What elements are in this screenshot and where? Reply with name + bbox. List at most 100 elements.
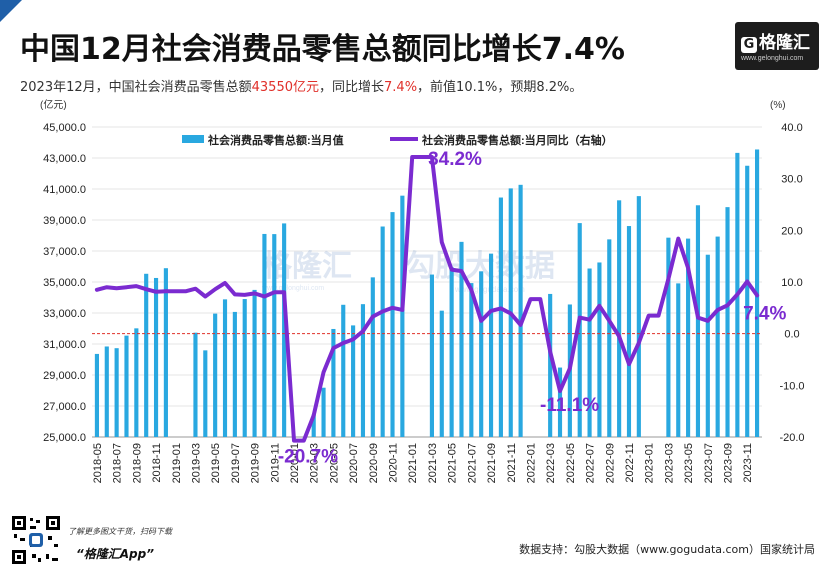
x-tick-label: 2018-09 <box>131 443 143 483</box>
bar <box>134 328 139 437</box>
bar <box>144 273 149 437</box>
x-tick-label: 2019-11 <box>269 443 281 483</box>
left-tick-label: 25,000.0 <box>43 432 86 444</box>
brand-g-icon: G <box>741 37 757 53</box>
corner-accent <box>0 0 22 22</box>
left-axis-unit: (亿元) <box>40 98 67 111</box>
subtitle-highlight-rate: 7.4% <box>384 80 418 95</box>
bar <box>449 267 454 437</box>
bar <box>222 299 228 437</box>
legend: 社会消费品零售总额:当月值 社会消费品零售总额:当月同比（右轴） <box>182 133 613 147</box>
bar <box>548 293 553 437</box>
right-tick-label: 20.0 <box>781 225 802 237</box>
bar <box>311 414 316 437</box>
brand-logo[interactable]: G 格隆汇 www.gelonghui.com <box>735 22 819 70</box>
page-title: 中国12月社会消费品零售总额同比增长7.4% <box>20 32 625 67</box>
x-tick-label: 2023-05 <box>683 443 695 483</box>
bar <box>272 234 277 437</box>
x-tick-label: 2023-03 <box>663 443 675 483</box>
x-tick-label: 2023-11 <box>742 443 754 483</box>
left-tick-label: 31,000.0 <box>43 339 86 351</box>
left-tick-label: 35,000.0 <box>43 277 86 289</box>
qr-code-icon[interactable] <box>10 514 62 566</box>
x-tick-label: 2020-07 <box>348 443 360 483</box>
bar <box>163 268 168 437</box>
x-tick-label: 2021-09 <box>486 443 498 483</box>
bar <box>686 238 691 437</box>
x-tick-label: 2022-03 <box>545 443 557 483</box>
x-tick-label: 2019-01 <box>171 443 183 483</box>
bar <box>400 195 405 437</box>
x-tick-label: 2022-07 <box>585 443 597 483</box>
bar-series <box>94 149 760 437</box>
bar <box>390 212 395 437</box>
watermark-url-1: www.gelonghui.com <box>261 285 324 292</box>
subtitle-text-2: ，同比增长 <box>319 80 385 95</box>
legend-bar-swatch <box>182 135 204 143</box>
bar <box>666 237 671 437</box>
bar <box>213 313 218 437</box>
x-tick-label: 2019-09 <box>250 443 262 483</box>
bar <box>331 328 336 437</box>
bar <box>479 271 484 437</box>
right-tick-label: 40.0 <box>781 122 802 134</box>
bar <box>597 262 602 437</box>
brand-logo-name: G 格隆汇 <box>741 28 810 53</box>
x-tick-label: 2018-05 <box>92 443 104 483</box>
bar <box>252 289 257 437</box>
bar <box>745 165 750 437</box>
left-tick-label: 39,000.0 <box>43 215 86 227</box>
right-axis-unit: (%) <box>770 100 786 111</box>
bar <box>262 233 267 437</box>
bar <box>577 223 582 437</box>
left-tick-label: 37,000.0 <box>43 246 86 258</box>
right-tick-label: 10.0 <box>781 277 802 289</box>
right-tick-label: -10.0 <box>779 380 804 392</box>
footer-app-name: “格隆汇App” <box>76 547 154 561</box>
bar <box>518 184 523 437</box>
x-tick-label: 2019-07 <box>230 443 242 483</box>
bar <box>242 299 247 437</box>
annotations: 34.2% -20.7% -11.1% 7.4% <box>278 149 787 468</box>
bar <box>469 283 474 437</box>
x-tick-label: 2018-07 <box>112 443 124 483</box>
subtitle-highlight-value: 43550亿元 <box>251 80 319 95</box>
x-tick-label: 2023-09 <box>723 443 735 483</box>
data-source: 数据支持：勾股大数据（www.gogudata.com）国家统计局 <box>519 543 815 556</box>
x-tick-label: 2021-07 <box>466 443 478 483</box>
bar <box>380 226 385 437</box>
left-tick-label: 45,000.0 <box>43 122 86 134</box>
subtitle-text-1: 2023年12月，中国社会消费品零售总额 <box>20 80 252 95</box>
brand-logo-text: 格隆汇 <box>759 33 810 53</box>
yoy-line <box>94 155 760 443</box>
bar <box>557 367 563 437</box>
data-label: -20.7% <box>278 447 338 468</box>
x-tick-label: 2021-01 <box>407 443 419 483</box>
x-tick-label: 2019-03 <box>190 443 202 483</box>
bar <box>626 226 632 437</box>
watermark-brand-1: 格隆汇 <box>262 250 352 283</box>
bar <box>193 332 198 437</box>
right-tick-label: -20.0 <box>779 432 804 444</box>
right-axis: -20.0 -10.0 0.0 10.0 20.0 30.0 40.0 <box>779 122 804 444</box>
bar <box>282 223 287 437</box>
footer-note: 了解更多图文干货，扫码下载 <box>68 527 172 536</box>
x-tick-label: 2022-05 <box>565 443 577 483</box>
left-tick-label: 41,000.0 <box>43 184 86 196</box>
bar <box>636 196 641 437</box>
bar <box>617 200 622 437</box>
bar <box>607 239 612 437</box>
bar <box>153 277 159 437</box>
bar <box>429 274 434 437</box>
bar <box>676 283 681 437</box>
left-axis: 25,000.0 27,000.0 29,000.0 31,000.0 33,000.0… <box>43 122 86 444</box>
subtitle-text-3: ，前值10.1%，预期8.2%。 <box>417 80 583 95</box>
bar <box>94 353 99 437</box>
x-tick-label: 2022-09 <box>604 443 616 483</box>
data-label: 34.2% <box>428 149 482 170</box>
bar <box>587 268 592 437</box>
bar <box>104 346 109 437</box>
legend-line-label: 社会消费品零售总额:当月同比（右轴） <box>421 133 613 147</box>
x-tick-label: 2023-07 <box>703 443 715 483</box>
